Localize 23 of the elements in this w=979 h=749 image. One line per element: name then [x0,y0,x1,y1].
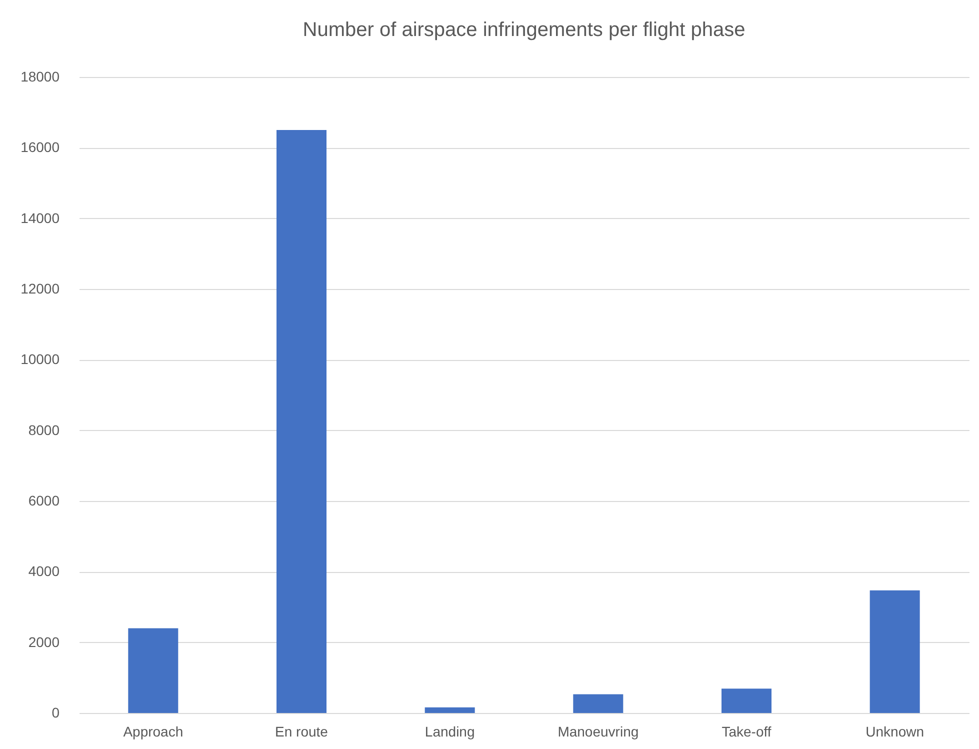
bar [870,590,920,713]
y-tick-label: 2000 [28,634,60,650]
bar [722,688,772,713]
y-tick-label: 14000 [20,210,60,226]
x-tick-label: Manoeuvring [558,724,639,740]
x-tick-label: En route [275,724,328,740]
y-tick-label: 6000 [28,492,60,508]
bar [573,694,624,713]
y-tick-label: 0 [52,704,60,720]
chart-title: Number of airspace infringements per flight phase [302,19,746,41]
y-tick-label: 16000 [20,139,60,156]
bar [424,707,475,713]
x-tick-label: Unknown [866,724,924,740]
y-tick-label: 4000 [28,563,60,580]
y-tick-label: 8000 [28,422,60,438]
bar [128,628,178,713]
y-tick-label: 10000 [20,351,60,368]
y-tick-label: 18000 [20,68,60,84]
x-tick-label: Landing [424,724,475,740]
bar [276,130,326,713]
x-tick-label: Approach [123,724,184,740]
y-tick-label: 12000 [20,280,60,296]
x-tick-label: Take-off [722,724,772,740]
